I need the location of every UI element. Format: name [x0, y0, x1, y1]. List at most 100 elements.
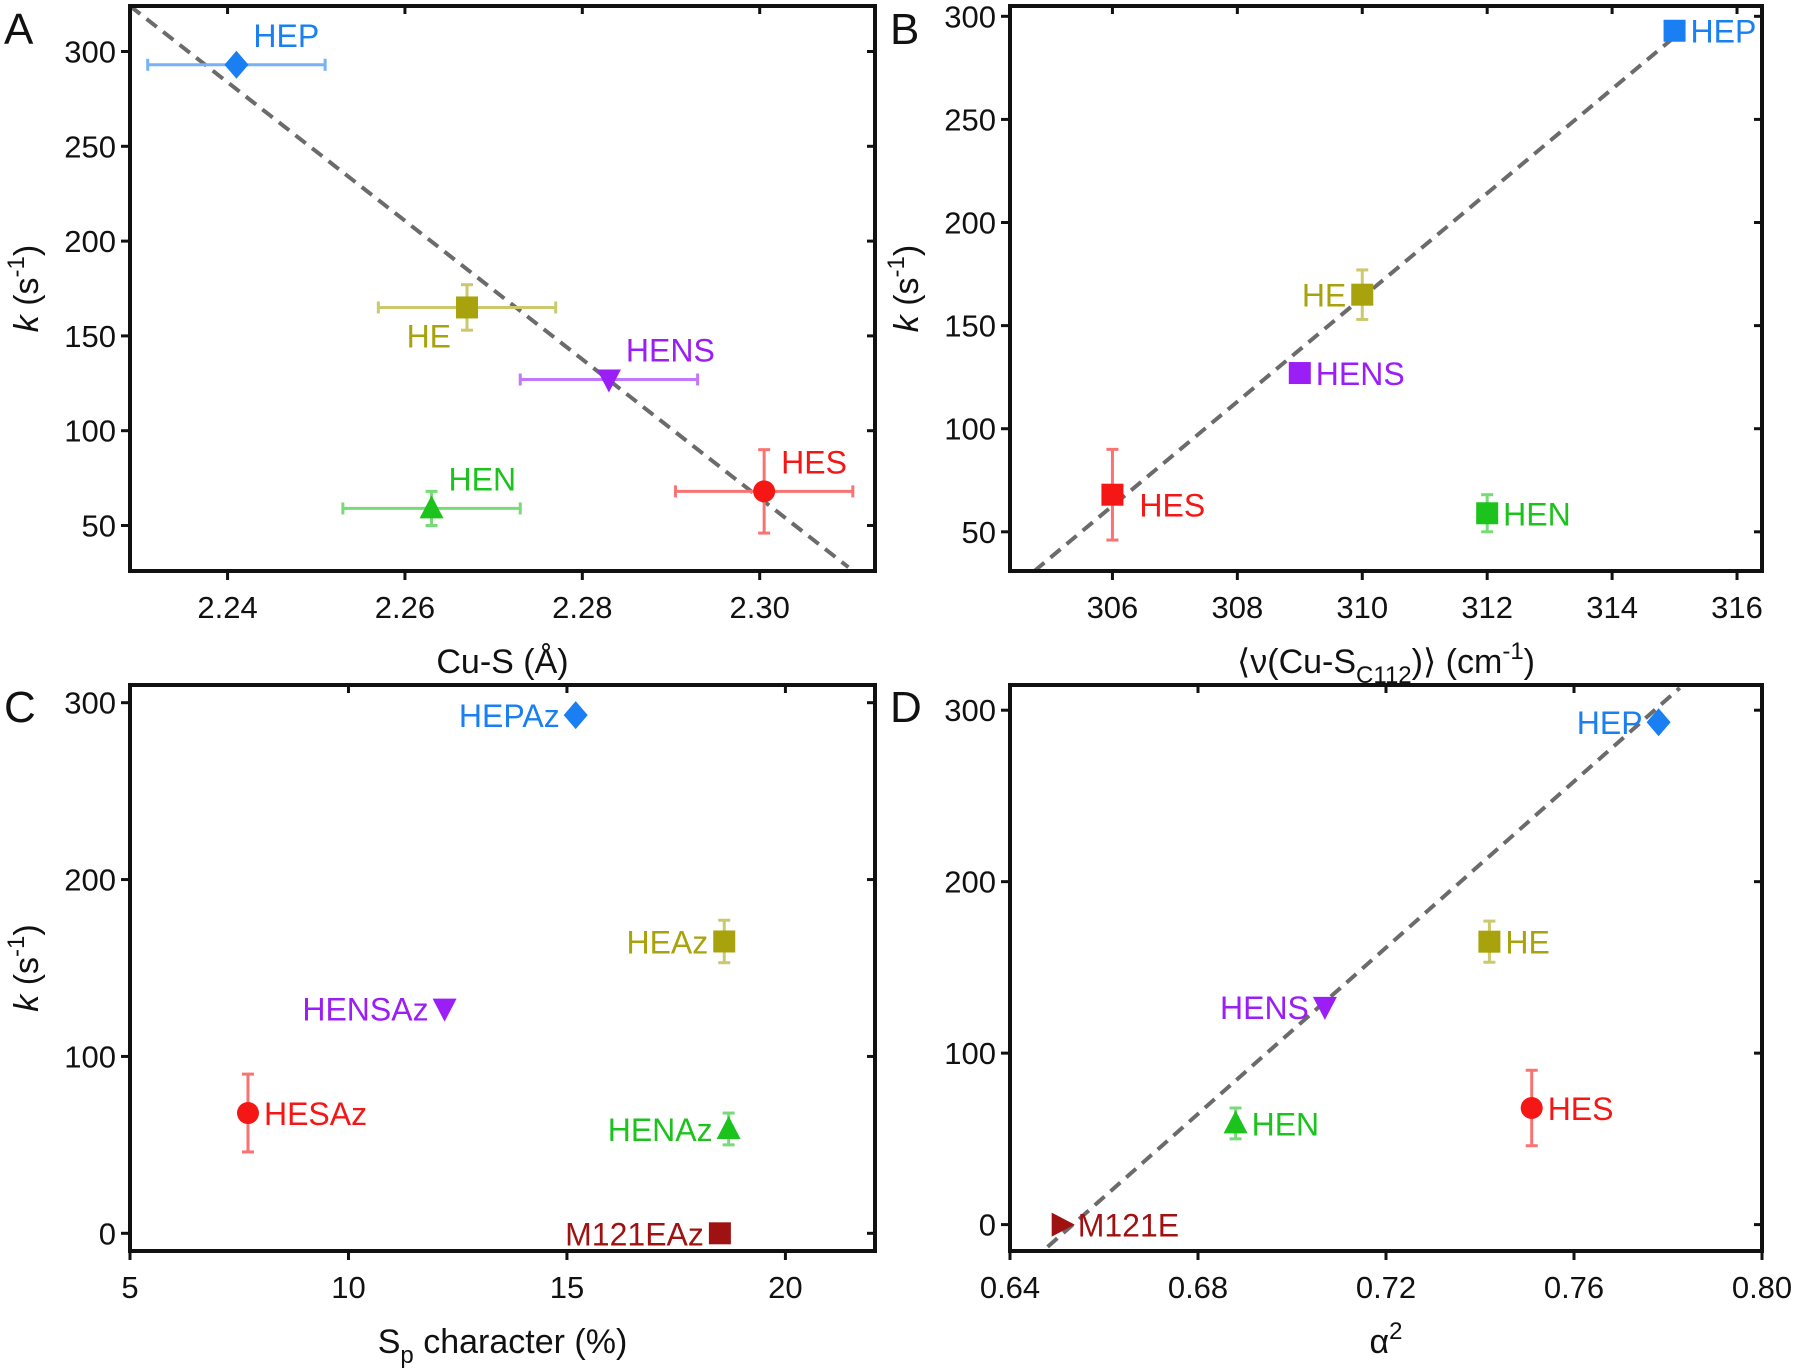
panel-letter: B — [890, 5, 919, 54]
circle-marker — [753, 480, 776, 503]
y-tick-label: 100 — [944, 412, 996, 447]
data-point-hep: HEP — [1663, 14, 1756, 50]
data-point-he: HE — [1478, 919, 1550, 964]
x-axis-label: ⟨ν(Cu-SC112)⟩ (cm-1) — [1237, 638, 1535, 689]
data-point-hen: HEN — [1476, 493, 1571, 534]
y-tick-label: 300 — [944, 693, 996, 728]
panel-b: B 306 308 310 312 314 316 50 100 150 200 250 300 ⟨ν(C… — [883, 0, 1764, 689]
triangle-down-marker — [1312, 996, 1337, 1020]
data-point-hesaz: HESAz — [236, 1072, 367, 1154]
y-tick-label: 100 — [64, 1039, 116, 1074]
panel-letter: D — [890, 683, 922, 732]
data-label: M121E — [1078, 1208, 1179, 1244]
triangle-down-marker — [596, 369, 621, 393]
square-marker — [1101, 483, 1124, 506]
y-tick-label: 250 — [944, 102, 996, 137]
x-tick-label: 310 — [1336, 590, 1388, 625]
panel-d: D 0.64 0.68 0.72 0.76 0.80 0 100 200 300 α2 HEP HE HE… — [890, 683, 1792, 1361]
data-point-heaz: HEAz — [626, 918, 736, 965]
x-label-superscript: 2 — [1389, 1318, 1402, 1345]
fit-line — [1046, 686, 1682, 1249]
x-axis-label: Cu-S (Å) — [436, 643, 568, 681]
y-tick-label: 50 — [82, 508, 116, 543]
y-tick-label: 250 — [64, 129, 116, 164]
panel-a: A 2.24 2.26 2.28 2.30 50 100 150 200 250 300 Cu-S (… — [3, 4, 877, 681]
y-tick-label: 300 — [944, 0, 996, 34]
x-tick-label: 0.76 — [1544, 1270, 1604, 1305]
y-tick-label: 0 — [979, 1208, 996, 1243]
y-label-k: k — [888, 313, 926, 332]
x-tick-label: 2.24 — [197, 590, 257, 625]
panel-letter: A — [4, 5, 34, 54]
data-point-hensaz: HENSAz — [302, 992, 457, 1028]
data-label: HES — [1548, 1091, 1614, 1127]
data-label: HEPAz — [459, 698, 560, 734]
plot-frame — [128, 683, 877, 1253]
x-axis-label: α2 — [1369, 1318, 1402, 1361]
data-point-he: HE — [1302, 268, 1374, 321]
triangle-up-marker — [1223, 1110, 1248, 1134]
data-label: HE — [407, 318, 451, 354]
y-label-text: ) — [8, 924, 46, 935]
x-tick-label: 10 — [331, 1270, 365, 1305]
data-label: HENS — [1220, 990, 1309, 1026]
x-label-text: )⟩ (cm — [1412, 643, 1503, 681]
x-label-text: S — [378, 1323, 401, 1361]
plot-frame — [1008, 4, 1764, 573]
data-label: HENS — [626, 333, 715, 369]
data-point-hens: HENS — [518, 333, 715, 393]
square-marker — [1288, 362, 1311, 385]
triangle-up-marker — [716, 1115, 741, 1139]
x-label-text: Cu-S (Å) — [436, 643, 568, 681]
x-tick-label: 316 — [1711, 590, 1763, 625]
circle-marker — [1520, 1096, 1543, 1119]
data-label: HEN — [449, 461, 517, 497]
y-tick-label: 200 — [64, 224, 116, 259]
data-label: HENAz — [608, 1112, 713, 1148]
x-tick-label: 15 — [550, 1270, 584, 1305]
data-point-hes: HES — [1520, 1068, 1614, 1148]
x-label-text: character (%) — [414, 1323, 628, 1361]
data-label: HESAz — [264, 1096, 367, 1132]
plot-frame — [1008, 683, 1764, 1253]
data-point-he: HE — [376, 283, 558, 354]
y-label-k: k — [8, 993, 46, 1012]
x-tick-label: 2.28 — [552, 590, 612, 625]
x-label-superscript: -1 — [1502, 638, 1523, 665]
x-tick-label: 0.80 — [1732, 1270, 1792, 1305]
y-tick-label: 150 — [64, 319, 116, 354]
data-label: HENSAz — [302, 992, 428, 1028]
square-marker — [456, 296, 479, 319]
y-tick-label: 200 — [64, 863, 116, 898]
x-tick-label: 306 — [1087, 590, 1139, 625]
data-label: HES — [781, 444, 847, 480]
square-marker — [708, 1222, 731, 1245]
diamond-marker — [1646, 708, 1671, 737]
data-point-hep: HEP — [146, 18, 327, 79]
x-tick-label: 5 — [121, 1270, 138, 1305]
x-tick-label: 0.64 — [980, 1270, 1040, 1305]
y-label-text: (s — [888, 277, 926, 315]
data-label: HENS — [1316, 356, 1405, 392]
panel-letter: C — [4, 683, 36, 732]
square-marker — [1476, 502, 1499, 525]
data-label: HEN — [1503, 496, 1571, 532]
y-tick-label: 300 — [64, 35, 116, 70]
square-marker — [1663, 19, 1686, 42]
data-point-hen: HEN — [1223, 1106, 1319, 1142]
diamond-marker — [224, 50, 249, 79]
data-point-hens: HENS — [1220, 990, 1337, 1026]
triangle-down-marker — [432, 998, 457, 1022]
x-tick-label: 2.26 — [375, 590, 435, 625]
y-tick-label: 300 — [64, 686, 116, 721]
data-point-hes: HES — [673, 444, 855, 535]
data-point-hen: HEN — [341, 461, 522, 527]
triangle-right-marker — [1051, 1212, 1075, 1237]
square-marker — [1478, 930, 1501, 953]
y-tick-label: 100 — [64, 414, 116, 449]
data-point-hepaz: HEPAz — [459, 698, 588, 734]
fit-line — [128, 4, 850, 569]
data-label: HE — [1302, 278, 1346, 314]
x-tick-label: 312 — [1461, 590, 1513, 625]
